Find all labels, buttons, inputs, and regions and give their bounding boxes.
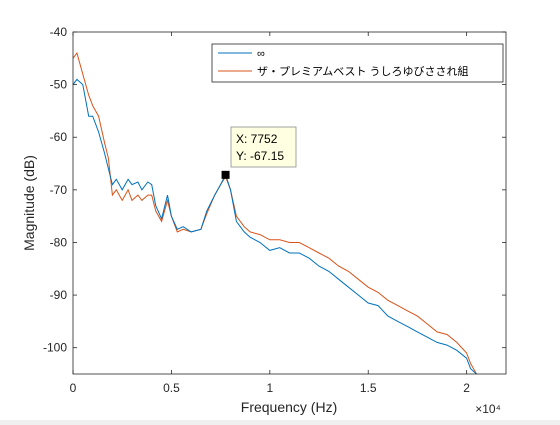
x-exponent-label: ×10⁴ [475,402,501,416]
datatip-y: Y: -67.15 [236,149,284,163]
plot-area [73,32,506,374]
datatip-marker[interactable] [221,170,230,179]
x-tick-label: 1 [266,381,273,395]
legend-entry-2: ザ・プレミアムベスト うしろゆびさされ組 [257,65,469,78]
x-tick-label: 2 [463,381,470,395]
legend-entry-1: ∞ [257,48,265,60]
y-tick-label: -60 [50,130,68,144]
y-tick-label: -40 [50,25,68,39]
x-tick-label: 1.5 [360,381,377,395]
x-axis-label: Frequency (Hz) [241,399,337,415]
datatip[interactable]: X: 7752 Y: -67.15 [230,126,297,168]
y-tick-label: -100 [43,341,67,355]
y-tick-label: -90 [50,288,68,302]
x-tick-label: 0 [70,381,77,395]
datatip-box [230,126,297,168]
y-tick-label: -80 [50,235,68,249]
y-axis-label: Magnitude (dB) [21,155,37,251]
datatip-x: X: 7752 [236,132,278,146]
x-tick-label: 0.5 [163,381,180,395]
y-tick-label: -70 [50,183,68,197]
legend[interactable]: ∞ ザ・プレミアムベスト うしろゆびさされ組 [211,43,504,83]
axes-box [72,31,507,375]
y-tick-label: -50 [50,78,68,92]
legend-box [211,43,504,83]
